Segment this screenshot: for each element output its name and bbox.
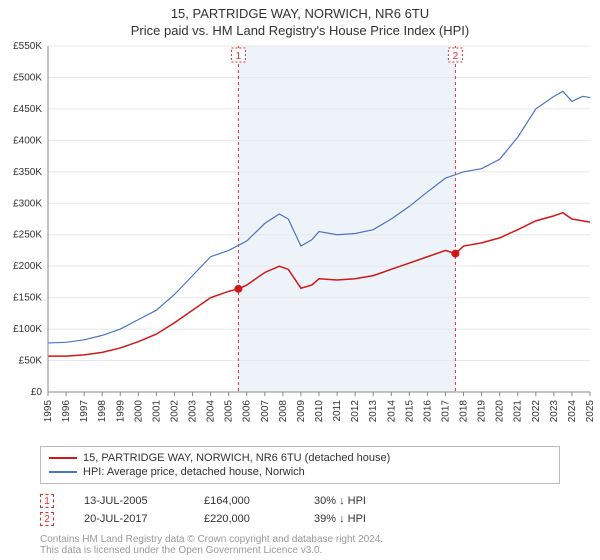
- transaction-delta: 39% ↓ HPI: [314, 513, 404, 525]
- svg-text:2000: 2000: [133, 400, 144, 423]
- legend-item: 15, PARTRIDGE WAY, NORWICH, NR6 6TU (det…: [49, 451, 551, 465]
- chart-area: £0 £50K £100K £150K £200K £250K £300K £350K £400…: [0, 40, 600, 440]
- transaction-marker-icon: 1: [40, 494, 54, 508]
- svg-text:2013: 2013: [368, 400, 379, 423]
- legend-item: HPI: Average price, detached house, Norw…: [49, 465, 551, 479]
- svg-text:2008: 2008: [278, 400, 289, 423]
- svg-text:2009: 2009: [296, 400, 307, 423]
- svg-text:2022: 2022: [531, 400, 542, 423]
- transaction-date: 13-JUL-2005: [84, 495, 174, 507]
- legend-swatch: [49, 457, 77, 459]
- svg-text:1: 1: [236, 51, 242, 62]
- svg-text:1996: 1996: [61, 400, 72, 423]
- title-subtitle: Price paid vs. HM Land Registry's House …: [0, 23, 600, 38]
- svg-text:£200K: £200K: [13, 261, 42, 272]
- transaction-delta: 30% ↓ HPI: [314, 495, 404, 507]
- legend: 15, PARTRIDGE WAY, NORWICH, NR6 6TU (det…: [40, 446, 560, 484]
- title-address: 15, PARTRIDGE WAY, NORWICH, NR6 6TU: [0, 6, 600, 21]
- svg-text:2014: 2014: [386, 400, 397, 423]
- chart-svg: £0 £50K £100K £150K £200K £250K £300K £350K £400…: [0, 40, 600, 440]
- svg-text:£100K: £100K: [13, 324, 42, 335]
- svg-text:£350K: £350K: [13, 167, 42, 178]
- svg-text:2003: 2003: [188, 400, 199, 423]
- transactions-table: 1 13-JUL-2005 £164,000 30% ↓ HPI 2 20-JU…: [40, 492, 560, 528]
- transaction-price: £220,000: [204, 513, 284, 525]
- svg-text:2: 2: [453, 51, 459, 62]
- table-row: 1 13-JUL-2005 £164,000 30% ↓ HPI: [40, 492, 560, 510]
- svg-text:2001: 2001: [151, 400, 162, 423]
- transaction-marker-icon: 2: [40, 512, 54, 526]
- legend-label: HPI: Average price, detached house, Norw…: [83, 466, 305, 478]
- table-row: 2 20-JUL-2017 £220,000 39% ↓ HPI: [40, 510, 560, 528]
- footer: Contains HM Land Registry data © Crown c…: [40, 534, 560, 556]
- svg-text:2002: 2002: [169, 400, 180, 423]
- legend-label: 15, PARTRIDGE WAY, NORWICH, NR6 6TU (det…: [83, 452, 390, 464]
- svg-text:2012: 2012: [350, 400, 361, 423]
- svg-text:£400K: £400K: [13, 135, 42, 146]
- svg-text:£550K: £550K: [13, 41, 42, 52]
- svg-text:2021: 2021: [513, 400, 524, 423]
- svg-text:2004: 2004: [206, 400, 217, 423]
- svg-text:1998: 1998: [97, 400, 108, 423]
- transaction-price: £164,000: [204, 495, 284, 507]
- svg-text:2016: 2016: [422, 400, 433, 423]
- legend-swatch: [49, 471, 77, 473]
- svg-text:2011: 2011: [332, 400, 343, 422]
- svg-text:£0: £0: [31, 387, 43, 398]
- svg-text:2023: 2023: [549, 400, 560, 423]
- svg-text:£500K: £500K: [13, 72, 42, 83]
- svg-text:£50K: £50K: [19, 356, 43, 367]
- svg-text:2010: 2010: [314, 400, 325, 423]
- svg-text:2017: 2017: [440, 400, 451, 423]
- svg-text:£300K: £300K: [13, 198, 42, 209]
- footer-copyright: Contains HM Land Registry data © Crown c…: [40, 534, 560, 545]
- transaction-date: 20-JUL-2017: [84, 513, 174, 525]
- svg-text:1999: 1999: [115, 400, 126, 423]
- svg-text:2015: 2015: [404, 400, 415, 423]
- svg-text:2018: 2018: [459, 400, 470, 423]
- svg-text:£150K: £150K: [13, 293, 42, 304]
- svg-text:2006: 2006: [242, 400, 253, 423]
- svg-text:2005: 2005: [224, 400, 235, 423]
- svg-text:2020: 2020: [495, 400, 506, 423]
- title-block: 15, PARTRIDGE WAY, NORWICH, NR6 6TU Pric…: [0, 0, 600, 40]
- svg-text:£250K: £250K: [13, 230, 42, 241]
- svg-text:1997: 1997: [79, 400, 90, 423]
- svg-text:£450K: £450K: [13, 104, 42, 115]
- svg-text:1995: 1995: [43, 400, 54, 423]
- footer-licence: This data is licensed under the Open Gov…: [40, 545, 560, 556]
- svg-text:2025: 2025: [585, 400, 596, 423]
- svg-text:2007: 2007: [260, 400, 271, 423]
- chart-container: 15, PARTRIDGE WAY, NORWICH, NR6 6TU Pric…: [0, 0, 600, 556]
- svg-text:2024: 2024: [567, 400, 578, 423]
- svg-text:2019: 2019: [477, 400, 488, 423]
